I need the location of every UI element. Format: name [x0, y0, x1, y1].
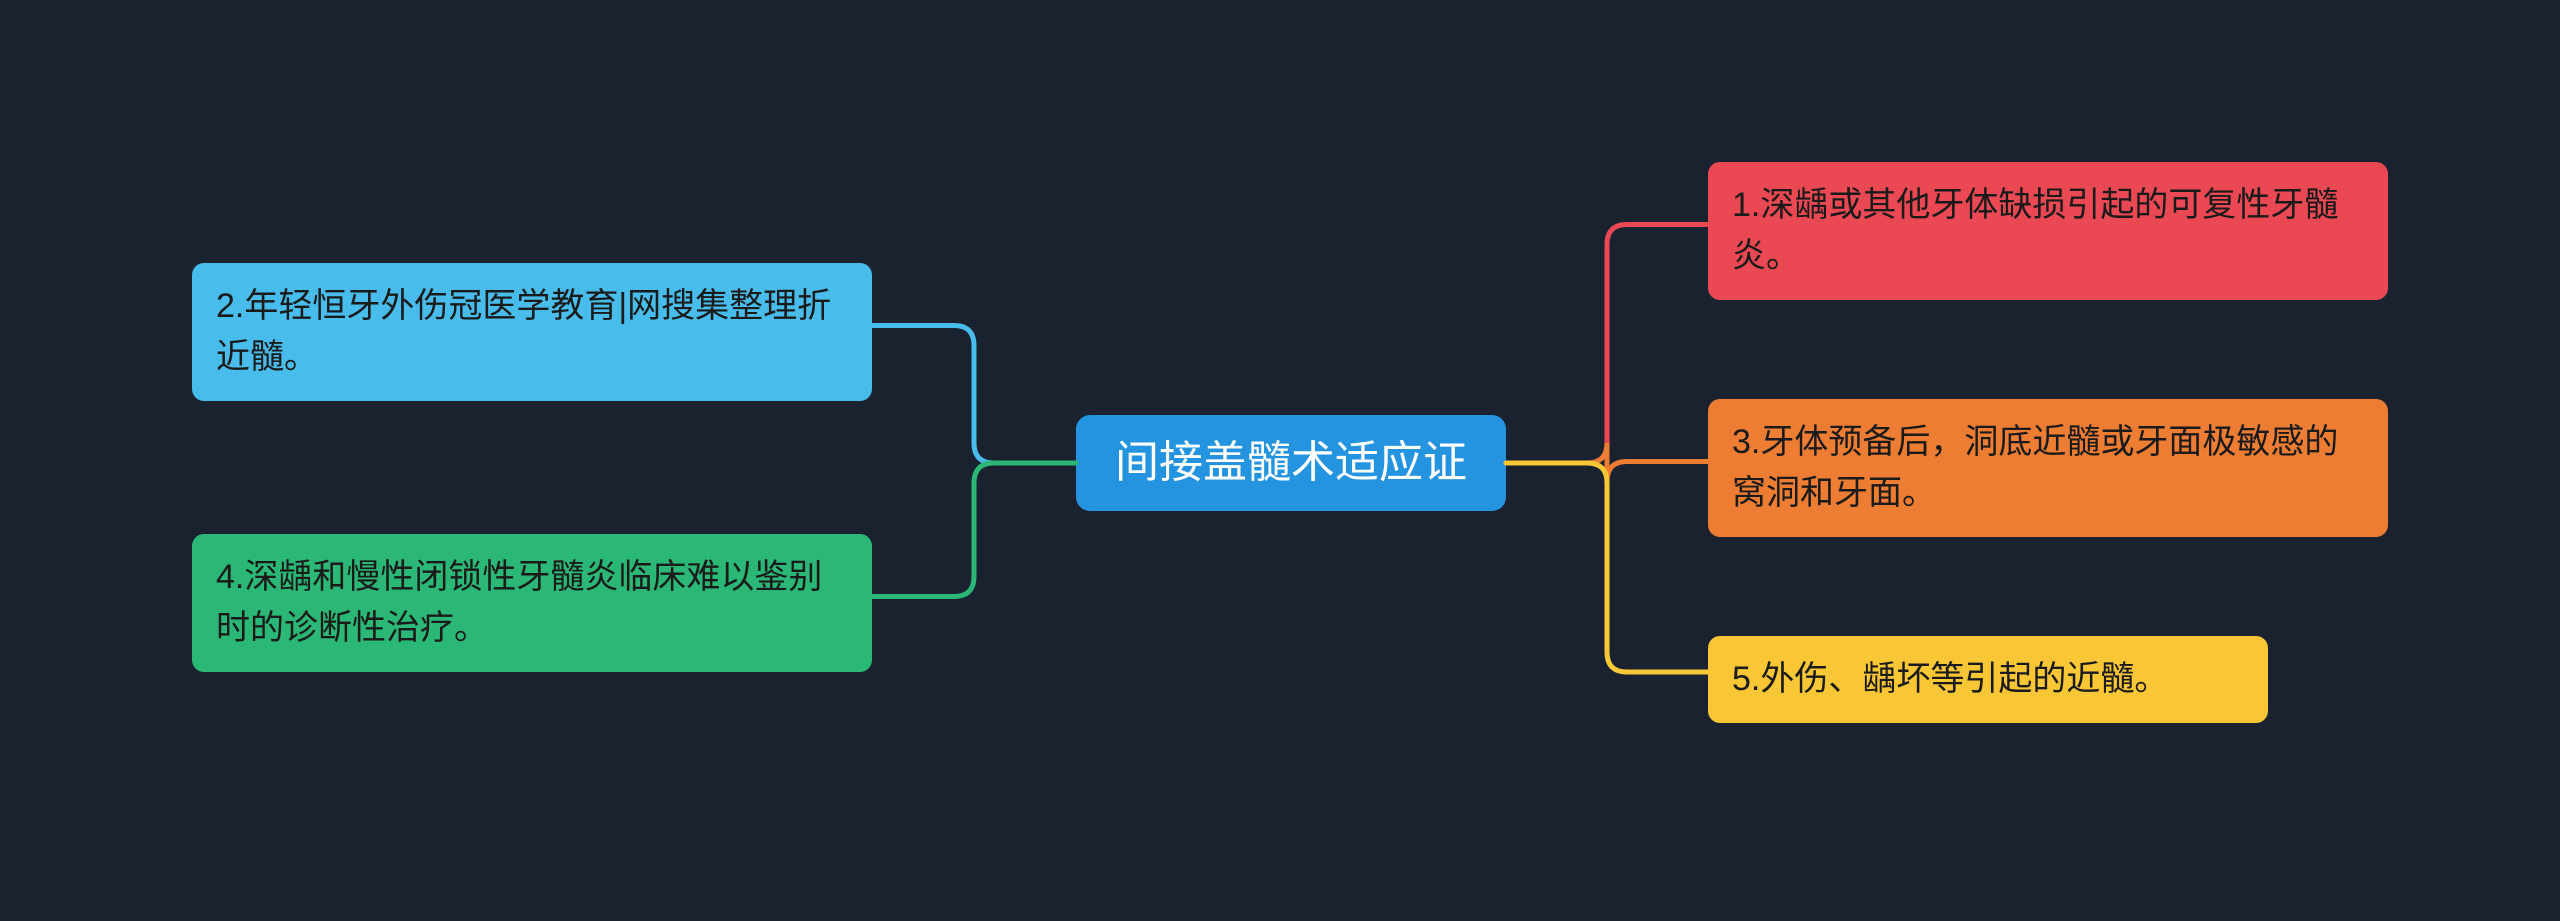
branch-label-4: 4.深龋和慢性闭锁性牙髓炎临床难以鉴别时的诊断性治疗。	[216, 558, 822, 647]
branch-node-2: 2.年轻恒牙外伤冠医学教育|网搜集整理折近髓。	[192, 263, 872, 401]
branch-label-5: 5.外伤、龋坏等引起的近髓。	[1732, 660, 2168, 698]
branch-node-5: 5.外伤、龋坏等引起的近髓。	[1708, 636, 2268, 723]
branch-node-3: 3.牙体预备后，洞底近髓或牙面极敏感的窝洞和牙面。	[1708, 399, 2388, 537]
central-node: 间接盖髓术适应证	[1076, 415, 1506, 511]
branch-label-2: 2.年轻恒牙外伤冠医学教育|网搜集整理折近髓。	[216, 287, 831, 376]
branch-label-3: 3.牙体预备后，洞底近髓或牙面极敏感的窝洞和牙面。	[1732, 423, 2338, 512]
branch-node-4: 4.深龋和慢性闭锁性牙髓炎临床难以鉴别时的诊断性治疗。	[192, 534, 872, 672]
branch-label-1: 1.深龋或其他牙体缺损引起的可复性牙髓炎。	[1732, 186, 2338, 275]
branch-node-1: 1.深龋或其他牙体缺损引起的可复性牙髓炎。	[1708, 162, 2388, 300]
central-label: 间接盖髓术适应证	[1115, 430, 1467, 496]
